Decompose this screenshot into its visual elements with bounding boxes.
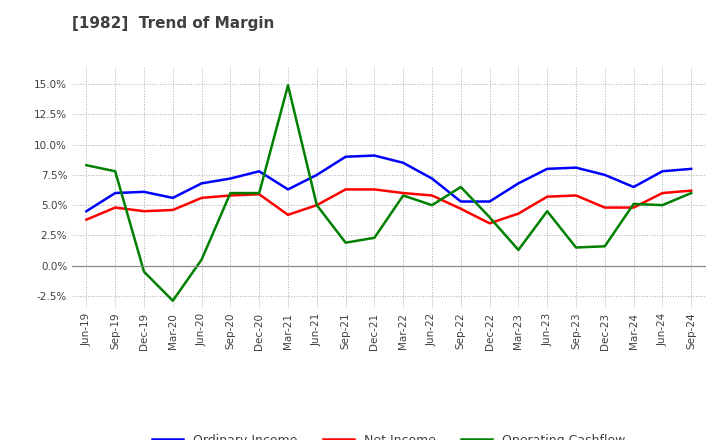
Ordinary Income: [82, 209, 91, 214]
Ordinary Income: [284, 187, 292, 192]
Line: Operating Cashflow: Operating Cashflow: [86, 85, 691, 301]
Operating Cashflow: [543, 209, 552, 214]
Net Income: [226, 193, 235, 198]
Ordinary Income: [428, 176, 436, 181]
Operating Cashflow: [111, 169, 120, 174]
Line: Ordinary Income: Ordinary Income: [86, 155, 691, 211]
Operating Cashflow: [687, 191, 696, 196]
Net Income: [399, 191, 408, 196]
Operating Cashflow: [456, 184, 465, 190]
Operating Cashflow: [341, 240, 350, 245]
Operating Cashflow: [226, 191, 235, 196]
Operating Cashflow: [312, 202, 321, 208]
Ordinary Income: [600, 172, 609, 177]
Ordinary Income: [543, 166, 552, 172]
Text: [1982]  Trend of Margin: [1982] Trend of Margin: [72, 16, 274, 31]
Operating Cashflow: [485, 215, 494, 220]
Net Income: [370, 187, 379, 192]
Operating Cashflow: [658, 202, 667, 208]
Operating Cashflow: [255, 191, 264, 196]
Net Income: [543, 194, 552, 199]
Net Income: [600, 205, 609, 210]
Operating Cashflow: [572, 245, 580, 250]
Operating Cashflow: [514, 247, 523, 253]
Operating Cashflow: [82, 162, 91, 168]
Ordinary Income: [226, 176, 235, 181]
Operating Cashflow: [629, 201, 638, 206]
Net Income: [687, 188, 696, 193]
Line: Net Income: Net Income: [86, 189, 691, 223]
Ordinary Income: [514, 181, 523, 186]
Ordinary Income: [456, 199, 465, 204]
Net Income: [312, 202, 321, 208]
Operating Cashflow: [399, 193, 408, 198]
Net Income: [572, 193, 580, 198]
Ordinary Income: [341, 154, 350, 159]
Operating Cashflow: [168, 298, 177, 304]
Operating Cashflow: [284, 83, 292, 88]
Net Income: [284, 212, 292, 217]
Legend: Ordinary Income, Net Income, Operating Cashflow: Ordinary Income, Net Income, Operating C…: [147, 429, 631, 440]
Ordinary Income: [168, 195, 177, 201]
Ordinary Income: [140, 189, 148, 194]
Operating Cashflow: [197, 257, 206, 262]
Net Income: [456, 206, 465, 211]
Ordinary Income: [370, 153, 379, 158]
Net Income: [168, 207, 177, 213]
Ordinary Income: [197, 181, 206, 186]
Net Income: [140, 209, 148, 214]
Net Income: [82, 217, 91, 222]
Ordinary Income: [485, 199, 494, 204]
Net Income: [658, 191, 667, 196]
Operating Cashflow: [140, 269, 148, 275]
Net Income: [111, 205, 120, 210]
Net Income: [485, 220, 494, 226]
Net Income: [514, 211, 523, 216]
Net Income: [255, 191, 264, 197]
Ordinary Income: [111, 191, 120, 196]
Operating Cashflow: [428, 202, 436, 208]
Ordinary Income: [687, 166, 696, 172]
Ordinary Income: [572, 165, 580, 170]
Operating Cashflow: [600, 244, 609, 249]
Ordinary Income: [312, 172, 321, 177]
Ordinary Income: [255, 169, 264, 174]
Net Income: [197, 195, 206, 201]
Ordinary Income: [629, 184, 638, 190]
Ordinary Income: [399, 160, 408, 165]
Net Income: [341, 187, 350, 192]
Operating Cashflow: [370, 235, 379, 240]
Net Income: [629, 205, 638, 210]
Ordinary Income: [658, 169, 667, 174]
Net Income: [428, 193, 436, 198]
